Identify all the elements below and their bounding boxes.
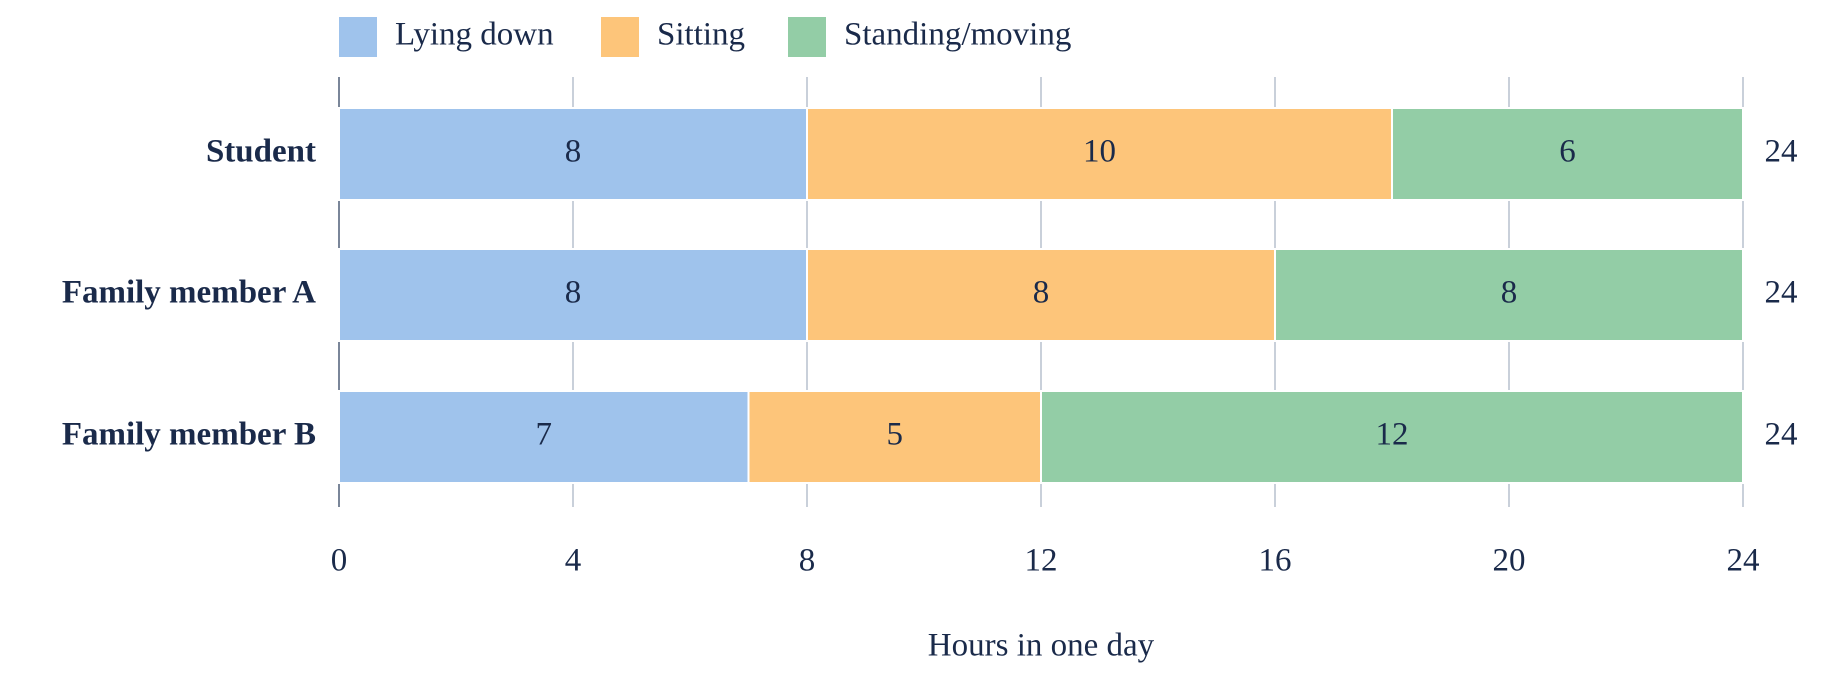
x-tick-label: 16 — [1259, 543, 1292, 579]
bar-segment — [1391, 107, 1744, 201]
bar-segment — [338, 107, 808, 201]
y-tick-label: Family member B — [62, 417, 316, 453]
bar-segment — [338, 390, 750, 484]
x-tick-label: 8 — [799, 543, 816, 579]
x-tick-label: 20 — [1493, 543, 1526, 579]
legend-label: Sitting — [657, 17, 745, 53]
value-label: 10 — [1083, 134, 1116, 170]
total-label: 24 — [1765, 134, 1798, 170]
bar-segment — [1274, 248, 1744, 342]
value-label: 8 — [1033, 275, 1050, 311]
value-label: 8 — [1501, 275, 1518, 311]
x-tick-label: 12 — [1025, 543, 1058, 579]
bar-segment — [806, 107, 1393, 201]
value-label: 8 — [565, 275, 582, 311]
x-tick-label: 24 — [1727, 543, 1760, 579]
x-tick-label: 4 — [565, 543, 582, 579]
total-label: 24 — [1765, 275, 1798, 311]
y-tick-label: Student — [206, 134, 316, 170]
value-label: 7 — [536, 417, 553, 453]
legend-swatch — [601, 17, 639, 57]
total-label: 24 — [1765, 417, 1798, 453]
x-axis-title: Hours in one day — [928, 628, 1155, 664]
legend-swatch — [339, 17, 377, 57]
bar-segment — [747, 390, 1042, 484]
y-tick-label: Family member A — [62, 275, 316, 311]
legend-swatch — [788, 17, 826, 57]
legend-label: Standing/moving — [844, 17, 1071, 53]
legend-label: Lying down — [395, 17, 554, 53]
bar-segment — [1040, 390, 1744, 484]
value-label: 6 — [1559, 134, 1576, 170]
value-label: 8 — [565, 134, 582, 170]
x-tick-label: 0 — [331, 543, 348, 579]
value-label: 12 — [1376, 417, 1409, 453]
value-label: 5 — [887, 417, 904, 453]
